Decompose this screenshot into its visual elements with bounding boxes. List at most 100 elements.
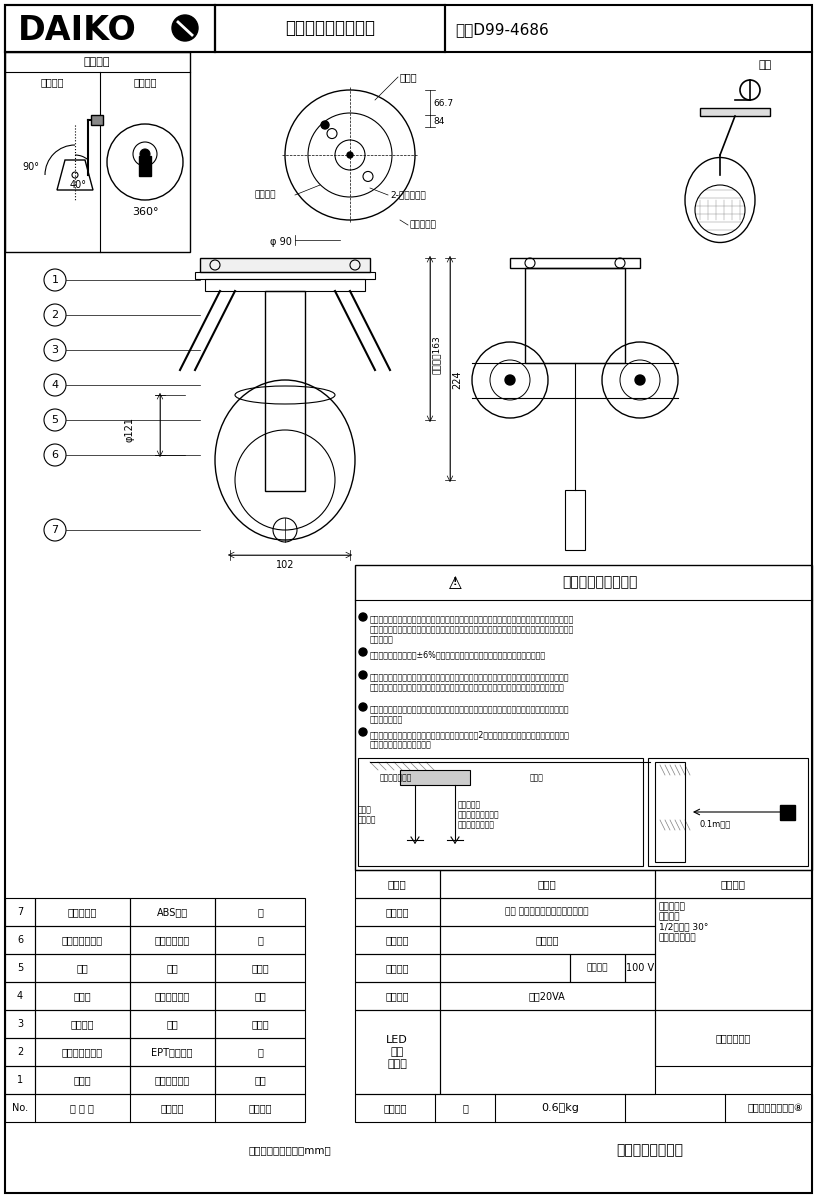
Text: 姿図: 姿図: [758, 60, 771, 70]
Text: 1: 1: [17, 1075, 23, 1085]
Bar: [130, 1010, 215, 1038]
Text: 7: 7: [17, 907, 23, 917]
Bar: [355, 1094, 812, 1122]
Text: シリコンゴム: シリコンゴム: [154, 935, 190, 946]
Text: 2: 2: [51, 310, 59, 320]
Bar: [5, 926, 35, 954]
Bar: [700, 108, 770, 116]
Text: 電源用穴: 電源用穴: [254, 191, 276, 199]
Text: 第三角法　（単位：mm）: 第三角法 （単位：mm）: [248, 1145, 332, 1154]
Bar: [130, 1066, 215, 1094]
Bar: [440, 898, 655, 926]
Text: 灯体: 灯体: [76, 962, 88, 973]
Text: 66.7: 66.7: [433, 98, 453, 108]
Text: EPTスポンジ: EPTスポンジ: [151, 1046, 193, 1057]
Text: 首振角度: 首振角度: [40, 77, 64, 86]
Text: スイッチ無し: スイッチ無し: [716, 1033, 751, 1043]
Bar: [655, 1010, 812, 1066]
Bar: [355, 565, 812, 870]
Text: 取付場所: 取付場所: [386, 907, 408, 917]
Text: 品番D99-4686: 品番D99-4686: [455, 23, 549, 37]
Text: 4: 4: [51, 380, 59, 390]
Text: ランプ別売
灯具可動
1/2照度角 30°
調光器併用不可: ランプ別売 灯具可動 1/2照度角 30° 調光器併用不可: [659, 902, 708, 942]
Bar: [400, 770, 470, 785]
Bar: [195, 272, 375, 278]
Bar: [130, 926, 215, 954]
Text: 生地: 生地: [254, 1075, 266, 1085]
Text: 224: 224: [452, 371, 462, 389]
Circle shape: [359, 648, 367, 656]
Text: 屋外 天井直付・壁付・床直付兼用: 屋外 天井直付・壁付・床直付兼用: [505, 907, 589, 917]
Bar: [130, 954, 215, 982]
Bar: [35, 982, 130, 1010]
Text: DAIKO: DAIKO: [18, 13, 136, 47]
Text: 0.6　kg: 0.6 kg: [541, 1103, 579, 1114]
Text: 最大20VA: 最大20VA: [529, 991, 565, 1001]
Circle shape: [359, 728, 367, 736]
Text: 7: 7: [51, 526, 59, 535]
Text: この器具は木ねじ取付専用器具です。必ず木ねじ（2本）で補強材のある位置に取付けて下さ
い。落下の原因になります。: この器具は木ねじ取付専用器具です。必ず木ねじ（2本）で補強材のある位置に取付けて…: [370, 730, 570, 749]
Bar: [35, 898, 130, 926]
Text: 黒塗装: 黒塗装: [251, 962, 269, 973]
Text: φ121: φ121: [125, 418, 135, 443]
Bar: [440, 954, 570, 982]
Circle shape: [505, 374, 515, 385]
Text: ステンレス板: ステンレス板: [154, 991, 190, 1001]
Text: 4: 4: [17, 991, 23, 1001]
Text: 5: 5: [17, 962, 23, 973]
Text: 84: 84: [433, 116, 444, 126]
Circle shape: [172, 14, 198, 41]
Bar: [215, 1010, 305, 1038]
Text: アーム: アーム: [74, 991, 91, 1001]
Text: No.: No.: [12, 1103, 28, 1114]
Text: 銅板: 銅板: [166, 962, 178, 973]
Text: シール剤を
パッキン外周部にも
塗り付けて下さい: シール剤を パッキン外周部にも 塗り付けて下さい: [458, 800, 500, 830]
Bar: [440, 982, 655, 1010]
Text: 材　　質: 材 質: [160, 1103, 184, 1114]
Bar: [440, 926, 655, 954]
Bar: [35, 926, 130, 954]
Bar: [648, 758, 808, 866]
Text: この器具は、一般通常環境の屋外防雨形天井付・壁付・床付兼用器具です。一般通常環境以外の
の所、浴室、サウナ風呂、湿気の多い所では使用しないでください。落下・感電: この器具は、一般通常環境の屋外防雨形天井付・壁付・床付兼用器具です。一般通常環境…: [370, 614, 574, 644]
Text: 黒塗装: 黒塗装: [251, 1019, 269, 1028]
Bar: [5, 954, 35, 982]
Bar: [625, 954, 655, 982]
Text: 電源電圧は、定格電圧±6%内でご使用下さい。感電・火災の原因になります。: 電源電圧は、定格電圧±6%内でご使用下さい。感電・火災の原因になります。: [370, 650, 546, 659]
Bar: [35, 1010, 130, 1038]
Text: ランプパッキン: ランプパッキン: [61, 935, 103, 946]
Text: 3: 3: [17, 1019, 23, 1028]
Text: 回転角度: 回転角度: [133, 77, 157, 86]
Bar: [215, 926, 305, 954]
Text: ツマミネジ: ツマミネジ: [67, 907, 96, 917]
Text: 黒: 黒: [257, 907, 263, 917]
Text: 可動範囲: 可動範囲: [84, 56, 110, 67]
Bar: [35, 1038, 130, 1066]
Text: !: !: [453, 577, 458, 587]
Circle shape: [140, 149, 150, 158]
Text: 峠田　　老田　　⑧: 峠田 老田 ⑧: [747, 1103, 803, 1114]
Text: 90°: 90°: [22, 162, 39, 172]
Text: φ 90: φ 90: [270, 236, 292, 247]
Text: 取付部: 取付部: [400, 72, 417, 82]
Text: 100 V: 100 V: [626, 962, 654, 973]
Bar: [525, 268, 625, 362]
Text: 口出し線: 口出し線: [535, 935, 559, 946]
Bar: [5, 1038, 35, 1066]
Text: 定格電圧: 定格電圧: [587, 964, 608, 972]
Text: 器具重量: 器具重量: [383, 1103, 407, 1114]
Bar: [655, 870, 812, 898]
Text: 黒: 黒: [257, 935, 263, 946]
Text: 102: 102: [276, 560, 294, 570]
Bar: [355, 870, 440, 898]
Text: ベースパッキン: ベースパッキン: [61, 1046, 103, 1057]
Bar: [215, 5, 445, 52]
Text: 照射部分が枝や葉などで覆われないようにご注意ください。樹木の立枯れ・火災の原因となり
ます。また樹木の成長や枯れ葉の堆積も考慮してください。感電・火災の原因にな: 照射部分が枝や葉などで覆われないようにご注意ください。樹木の立枯れ・火災の原因と…: [370, 673, 569, 692]
Text: 消費電力: 消費電力: [386, 962, 408, 973]
Bar: [130, 982, 215, 1010]
Bar: [200, 258, 370, 272]
Bar: [5, 898, 35, 926]
Bar: [5, 982, 35, 1010]
Text: フランジ: フランジ: [70, 1019, 94, 1028]
Bar: [139, 156, 151, 176]
Text: ベースパッキン: ベースパッキン: [380, 774, 413, 782]
